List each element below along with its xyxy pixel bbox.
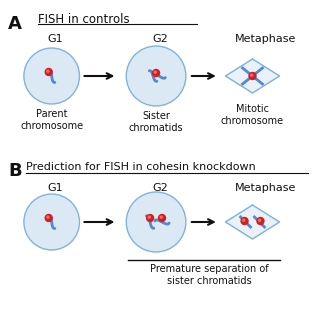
Text: FISH in controls: FISH in controls <box>38 13 129 26</box>
Circle shape <box>257 218 264 225</box>
Circle shape <box>45 214 52 221</box>
Text: Premature separation of
sister chromatids: Premature separation of sister chromatid… <box>150 264 268 285</box>
Circle shape <box>259 219 261 221</box>
Circle shape <box>251 74 253 76</box>
Circle shape <box>126 46 186 106</box>
Text: G1: G1 <box>48 183 63 193</box>
Text: Prediction for FISH in cohesin knockdown: Prediction for FISH in cohesin knockdown <box>26 162 256 172</box>
Circle shape <box>147 214 154 221</box>
Circle shape <box>241 218 248 225</box>
Polygon shape <box>226 59 280 93</box>
Circle shape <box>249 73 256 79</box>
Circle shape <box>24 194 80 250</box>
Circle shape <box>243 219 245 221</box>
Circle shape <box>154 71 156 73</box>
Circle shape <box>24 48 80 104</box>
Circle shape <box>160 216 162 218</box>
Text: Metaphase: Metaphase <box>235 34 296 44</box>
Text: Metaphase: Metaphase <box>235 183 296 193</box>
Circle shape <box>153 69 160 76</box>
Text: G2: G2 <box>152 183 168 193</box>
Text: G1: G1 <box>48 34 63 44</box>
Circle shape <box>158 214 165 221</box>
Circle shape <box>126 192 186 252</box>
Circle shape <box>47 216 49 218</box>
Text: Mitotic
chromosome: Mitotic chromosome <box>221 104 284 126</box>
Text: Sister
chromatids: Sister chromatids <box>129 111 183 132</box>
Circle shape <box>148 216 150 218</box>
Text: G2: G2 <box>152 34 168 44</box>
Circle shape <box>47 70 49 72</box>
Text: Parent
chromosome: Parent chromosome <box>20 109 83 131</box>
Text: B: B <box>8 162 21 180</box>
Circle shape <box>45 68 52 76</box>
Text: A: A <box>8 15 22 33</box>
Polygon shape <box>226 205 280 239</box>
